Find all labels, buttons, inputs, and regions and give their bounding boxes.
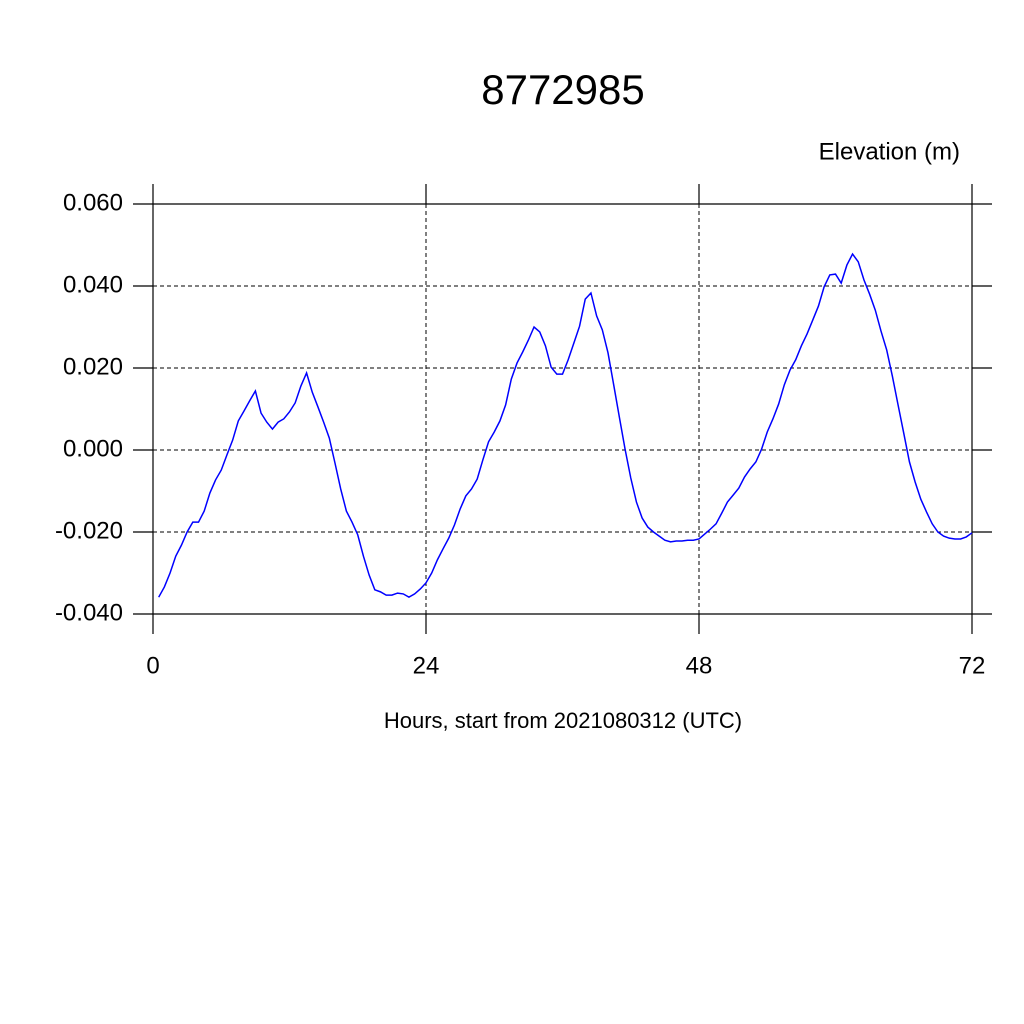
x-tick-label: 48: [686, 652, 713, 679]
x-tick-label: 24: [413, 652, 440, 679]
data-line: [158, 252, 973, 599]
y-tick-label: 0.000: [63, 435, 123, 462]
y-tick-label: 0.020: [63, 353, 123, 380]
y-tick-label: 0.040: [63, 271, 123, 298]
x-tick-label: 72: [959, 652, 986, 679]
y-tick-label: 0.060: [63, 189, 123, 216]
y-tick-label: -0.040: [55, 599, 123, 626]
chart-title: 8772985: [481, 66, 645, 113]
x-tick-label: 0: [146, 652, 159, 679]
y-axis-label: Elevation (m): [819, 138, 960, 165]
y-tick-label: -0.020: [55, 517, 123, 544]
x-axis-label: Hours, start from 2021080312 (UTC): [384, 708, 742, 733]
